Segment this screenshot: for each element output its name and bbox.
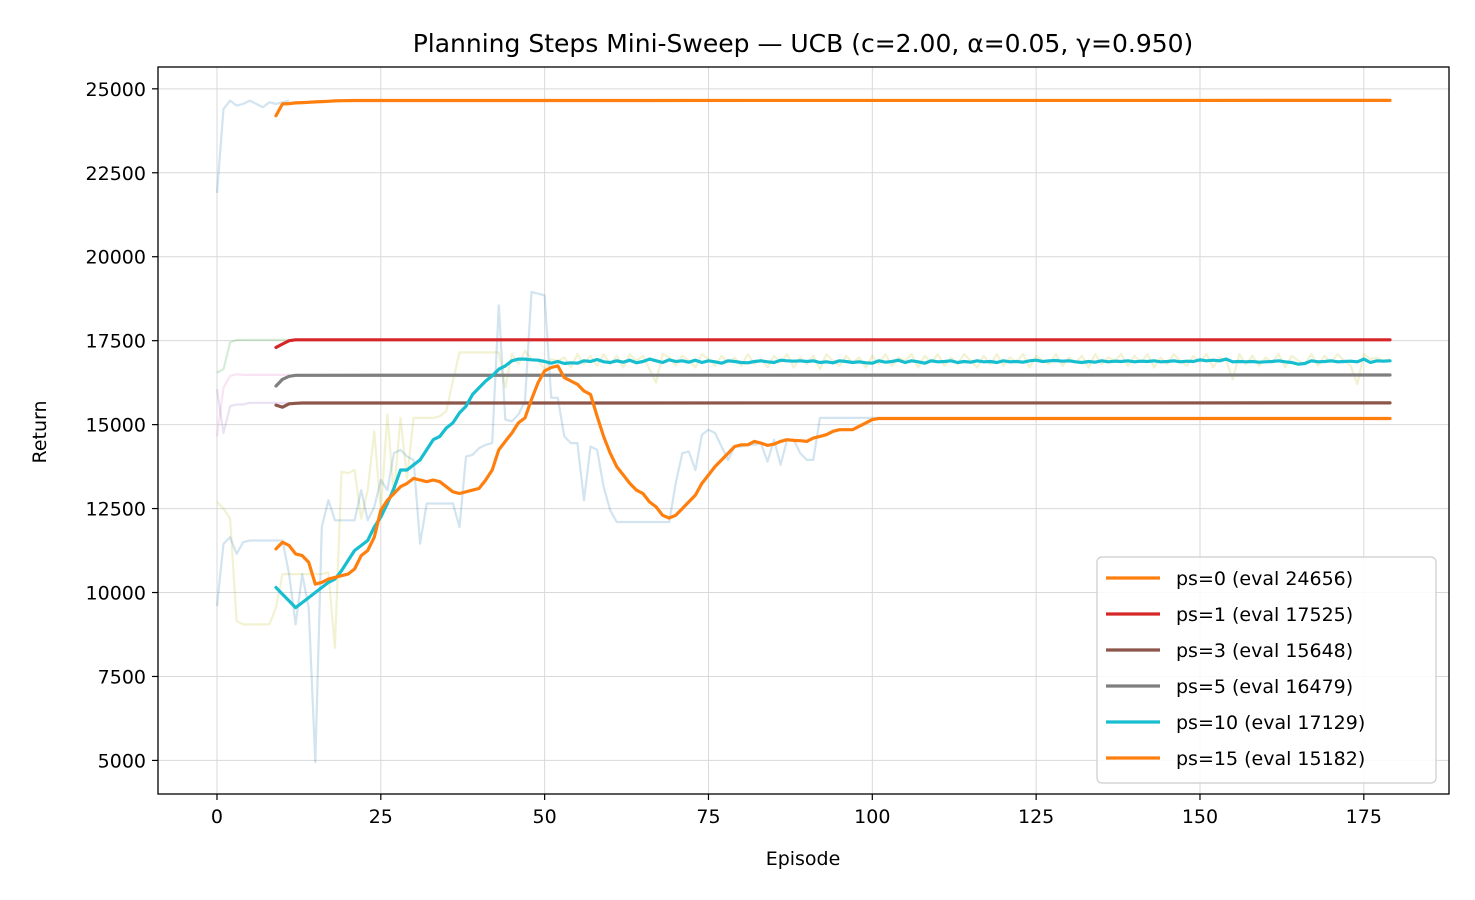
legend-box [1096, 556, 1437, 784]
chart-title: Planning Steps Mini-Sweep — UCB (c=2.00,… [413, 29, 1194, 58]
x-tick-label: 75 [696, 806, 720, 828]
x-tick-label: 175 [1346, 806, 1382, 828]
legend-entry: ps=0 (eval 24656) [1176, 568, 1353, 590]
y-tick-label: 5000 [98, 750, 146, 772]
series-line [274, 373, 1392, 388]
raw-episode-line [216, 338, 290, 374]
raw-episode-line [215, 389, 290, 435]
series-group [274, 98, 1392, 610]
x-axis: 0 25 50 75 100 125 150 175 [211, 794, 1382, 828]
plot-frame [157, 66, 1450, 795]
legend: ps=0 (eval 24656) ps=1 (eval 17525) ps=3 (… [1096, 556, 1437, 784]
x-tick-label: 0 [211, 806, 223, 828]
x-tick-label: 50 [533, 806, 557, 828]
y-tick-label: 10000 [86, 583, 146, 605]
x-tick-label: 150 [1182, 806, 1218, 828]
y-tick-label: 25000 [86, 79, 146, 101]
legend-entry: ps=10 (eval 17129) [1176, 712, 1365, 734]
legend-entry: ps=5 (eval 16479) [1176, 676, 1353, 698]
y-axis: 5000 7500 10000 12500 15000 17500 20000 22500 25… [86, 79, 158, 772]
y-tick-label: 12500 [86, 499, 146, 521]
legend-entry: ps=1 (eval 17525) [1176, 604, 1353, 626]
series-line [274, 357, 1392, 610]
x-tick-label: 125 [1018, 806, 1054, 828]
series-line [274, 98, 1392, 118]
y-tick-label: 20000 [86, 247, 146, 269]
raw-episode-line [215, 290, 879, 764]
raw-episode-line [215, 373, 290, 437]
legend-entry: ps=15 (eval 15182) [1176, 748, 1365, 770]
y-tick-label: 15000 [86, 415, 146, 437]
series-line [274, 401, 1392, 409]
legend-entry: ps=3 (eval 15648) [1176, 640, 1353, 662]
y-tick-label: 7500 [98, 666, 146, 688]
y-tick-label: 22500 [86, 163, 146, 185]
x-tick-label: 100 [854, 806, 890, 828]
x-tick-label: 25 [369, 806, 393, 828]
series-line [274, 364, 1392, 586]
y-tick-label: 17500 [86, 331, 146, 353]
x-axis-label: Episode [766, 848, 841, 870]
series-line [274, 338, 1392, 349]
raw-episode-line [215, 99, 290, 193]
y-axis-label: Return [29, 400, 51, 463]
